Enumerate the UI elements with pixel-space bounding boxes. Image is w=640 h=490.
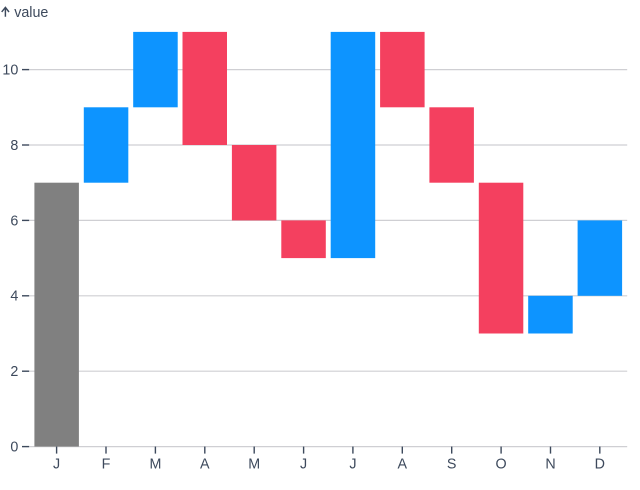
svg-text:A: A: [398, 457, 408, 473]
svg-text:A: A: [200, 457, 210, 473]
svg-text:4: 4: [10, 289, 18, 305]
svg-text:J: J: [53, 457, 60, 473]
svg-text:J: J: [349, 457, 356, 473]
svg-text:M: M: [248, 457, 260, 473]
svg-text:10: 10: [2, 63, 18, 79]
svg-text:6: 6: [10, 213, 18, 229]
svg-text:D: D: [595, 457, 605, 473]
svg-text:0: 0: [10, 440, 18, 456]
svg-text:M: M: [149, 457, 161, 473]
svg-text:N: N: [545, 457, 555, 473]
svg-text:F: F: [102, 457, 111, 473]
svg-text:8: 8: [10, 138, 18, 154]
svg-text:value: value: [14, 5, 48, 21]
svg-text:O: O: [496, 457, 507, 473]
svg-text:2: 2: [10, 364, 18, 380]
svg-text:J: J: [300, 457, 307, 473]
svg-text:S: S: [447, 457, 457, 473]
